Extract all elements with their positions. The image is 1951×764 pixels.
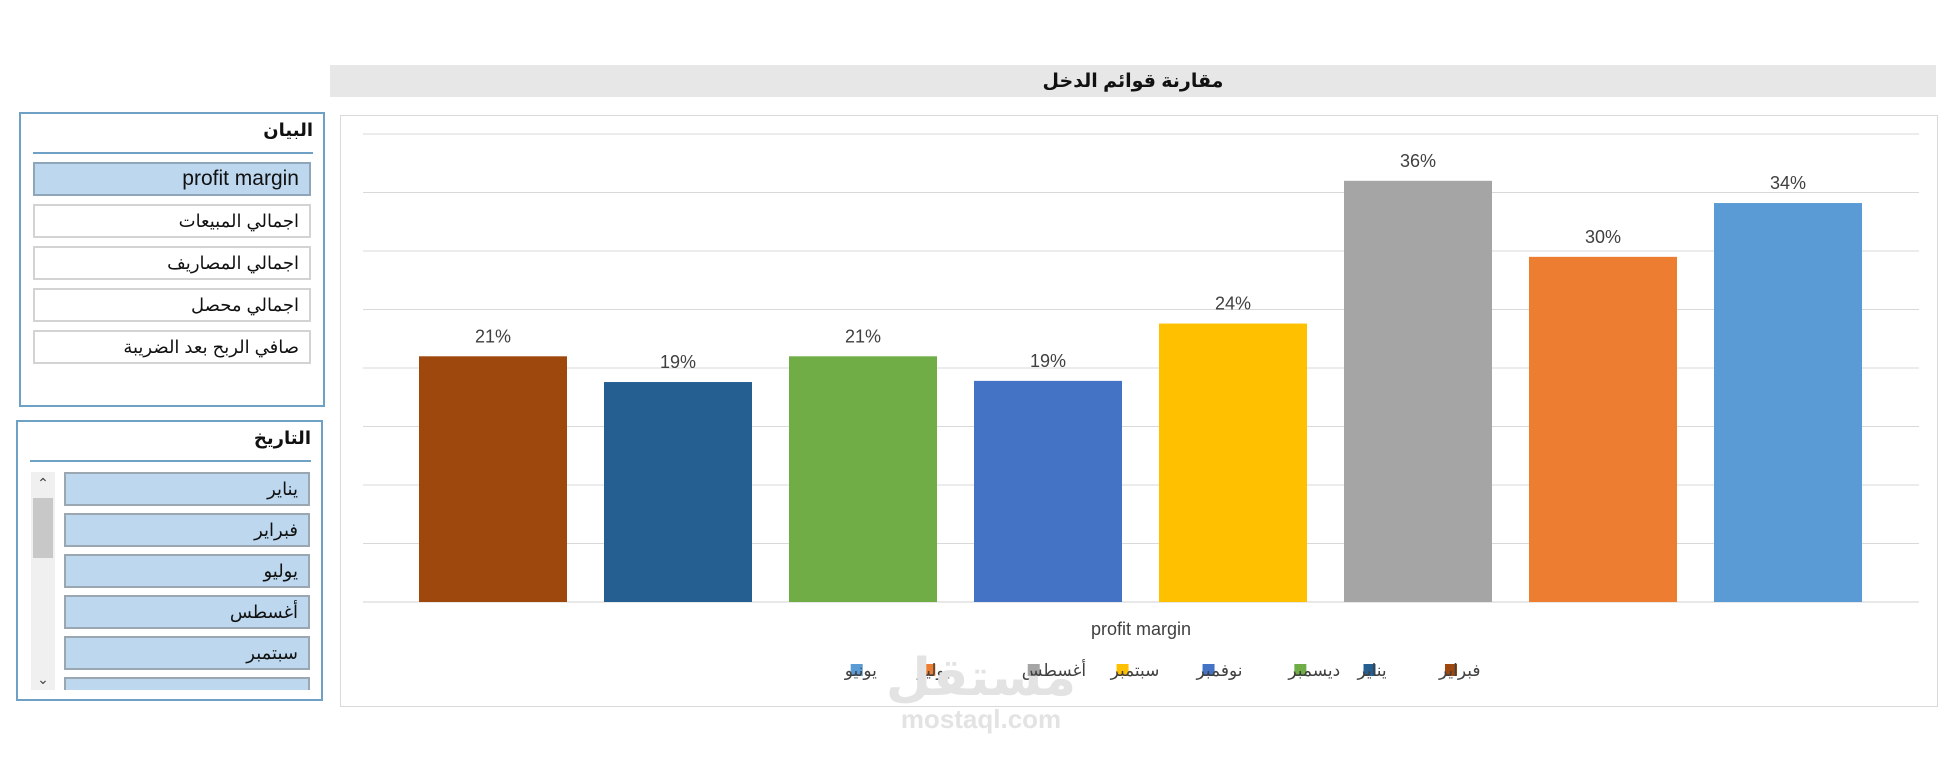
legend-swatch-6 <box>1027 664 1040 676</box>
slicer-header-divider <box>33 152 313 154</box>
chart-frame: 21% 19% 21% 19% 24% 36% 30% 34% profit margin فبر… <box>340 115 1938 707</box>
slicer-item-january[interactable]: يناير <box>64 472 310 506</box>
slicer-item-february[interactable]: فبراير <box>64 513 310 547</box>
data-label-7: 30% <box>1585 227 1621 247</box>
slicer-statement-header: البيان <box>263 120 313 140</box>
bar-3 <box>789 356 937 602</box>
slicer-item-august[interactable]: أغسطس <box>64 595 310 629</box>
slicer-item-net-profit[interactable]: صافي الربح بعد الضريبة <box>33 330 311 364</box>
legend-swatch-5 <box>1116 664 1129 676</box>
bar-5 <box>1159 323 1307 602</box>
legend-swatch-8 <box>850 664 863 676</box>
scroll-up-icon[interactable]: ⌃ <box>37 475 49 491</box>
data-label-3: 21% <box>845 326 881 346</box>
legend-label-3: ديسمبر <box>1287 661 1340 681</box>
legend-swatch-7 <box>923 664 936 676</box>
slicer-item-total-sales[interactable]: اجمالي المبيعات <box>33 204 311 238</box>
slicer-date-header: التاريخ <box>253 428 311 448</box>
bar-1 <box>419 356 567 602</box>
legend-swatch-4 <box>1202 664 1215 676</box>
watermark-latin: mostaql.com <box>900 704 1062 734</box>
watermark: مستقل mostaql.com <box>876 652 1086 734</box>
watermark-arabic: مستقل <box>885 649 1077 707</box>
slicer-scrollbar[interactable]: ⌃ ⌄ <box>31 472 55 690</box>
legend-label-7: يوليو <box>916 661 950 681</box>
slicer-statement: البيان profit margin اجمالي المبيعات اجم… <box>19 112 325 407</box>
legend-label-8: يونيو <box>844 661 877 681</box>
chart-title-bar: مقارنة قوائم الدخل <box>330 65 1936 97</box>
slicer-item-total-expenses[interactable]: اجمالي المصاريف <box>33 246 311 280</box>
slicer-item-partial[interactable] <box>64 677 310 690</box>
legend-label-1: فبراير <box>1438 661 1480 681</box>
scroll-thumb[interactable] <box>33 498 53 558</box>
legend-label-6: أغسطس <box>1022 659 1086 681</box>
legend-swatch-3 <box>1294 664 1307 676</box>
bar-8 <box>1714 203 1862 602</box>
legend-swatch-1 <box>1445 664 1457 676</box>
data-label-2: 19% <box>660 352 696 372</box>
bar-chart: 21% 19% 21% 19% 24% 36% 30% 34% profit margin فبر… <box>363 133 1919 681</box>
scroll-down-icon[interactable]: ⌄ <box>37 671 49 687</box>
data-label-5: 24% <box>1215 294 1251 314</box>
slicer-item-profit-margin[interactable]: profit margin <box>33 162 311 196</box>
slicer-item-july[interactable]: يوليو <box>64 554 310 588</box>
legend-label-4: نوفمبر <box>1196 661 1243 681</box>
data-label-6: 36% <box>1400 151 1436 171</box>
legend-swatch-2 <box>1363 664 1376 676</box>
data-label-4: 19% <box>1030 351 1066 371</box>
data-label-8: 34% <box>1770 173 1806 193</box>
bar-6 <box>1344 180 1492 603</box>
slicer-item-total-collected[interactable]: اجمالي محصل <box>33 288 311 322</box>
slicer-date-list: يناير فبراير يوليو أغسطس سبتمبر <box>64 472 310 690</box>
slicer-item-september[interactable]: سبتمبر <box>64 636 310 670</box>
legend-label-2: يناير <box>1357 661 1387 681</box>
slicer-header-divider <box>30 460 311 462</box>
chart-title: مقارنة قوائم الدخل <box>1042 70 1224 92</box>
x-axis-label: profit margin <box>1091 619 1191 639</box>
data-label-1: 21% <box>475 326 511 346</box>
bar-4 <box>974 380 1122 602</box>
bar-7 <box>1529 256 1677 602</box>
bar-2 <box>604 382 752 602</box>
slicer-date: التاريخ ⌃ ⌄ يناير فبراير يوليو أغسطس سبت… <box>16 420 323 701</box>
legend-label-5: سبتمبر <box>1110 661 1160 681</box>
